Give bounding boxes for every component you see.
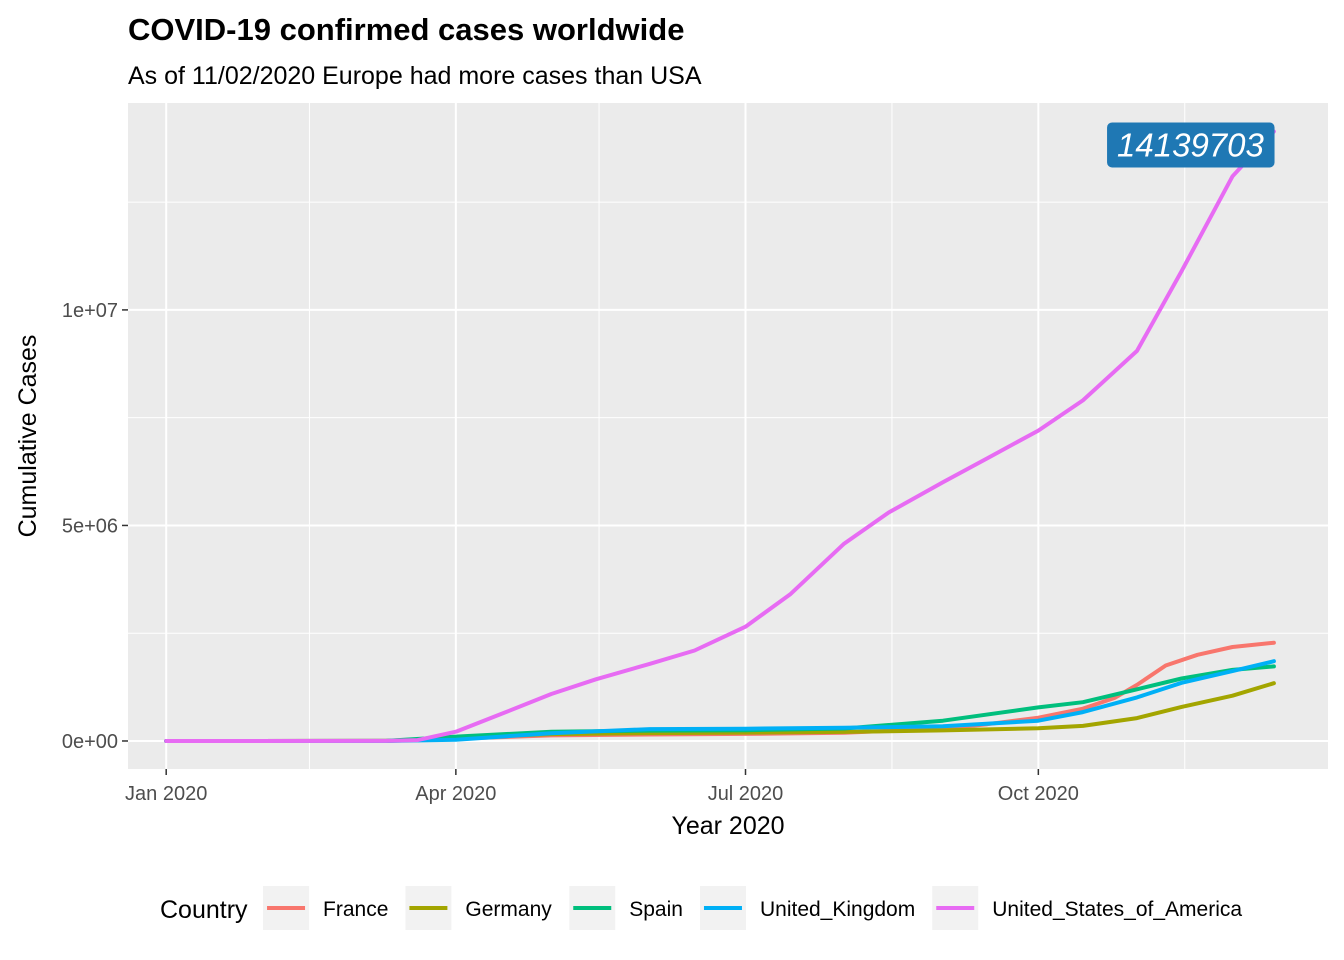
x-axis-ticks: Jan 2020 Apr 2020 Jul 2020 Oct 2020 bbox=[125, 769, 1079, 805]
series-line-united_kingdom bbox=[164, 659, 1276, 743]
value-annotation: 14139703 bbox=[1107, 122, 1275, 168]
legend-title: Country bbox=[160, 896, 248, 924]
series-lines bbox=[164, 129, 1276, 743]
y-axis-ticks: 0e+00 5e+06 1e+07 bbox=[62, 300, 128, 753]
x-axis-title: Year 2020 bbox=[671, 812, 784, 840]
x-tick-label: Jan 2020 bbox=[125, 783, 207, 805]
y-tick-label: 5e+06 bbox=[62, 515, 118, 537]
legend-label-spain: Spain bbox=[629, 898, 683, 921]
legend-label-germany: Germany bbox=[465, 898, 552, 921]
y-tick-label: 0e+00 bbox=[62, 731, 118, 753]
legend-label-france: France bbox=[323, 898, 388, 921]
legend-label-united_kingdom: United_Kingdom bbox=[760, 898, 915, 921]
x-tick-label: Apr 2020 bbox=[415, 783, 496, 805]
legend: Country France Germany Spain United_Kingdom… bbox=[160, 886, 1242, 930]
x-tick-label: Jul 2020 bbox=[708, 783, 784, 805]
y-axis-title: Cumulative Cases bbox=[14, 335, 42, 538]
series-line-united_states_of_america bbox=[164, 129, 1276, 743]
x-tick-label: Oct 2020 bbox=[998, 783, 1079, 805]
series-line-spain bbox=[164, 664, 1276, 743]
y-tick-label: 1e+07 bbox=[62, 300, 118, 322]
annotation-label: 14139703 bbox=[1117, 126, 1264, 163]
chart-title: COVID-19 confirmed cases worldwide bbox=[128, 12, 684, 47]
chart-subtitle: As of 11/02/2020 Europe had more cases t… bbox=[128, 62, 702, 90]
plot-panel bbox=[128, 103, 1328, 769]
legend-label-united_states_of_america: United_States_of_America bbox=[992, 898, 1242, 921]
annotation-box bbox=[1107, 122, 1275, 168]
